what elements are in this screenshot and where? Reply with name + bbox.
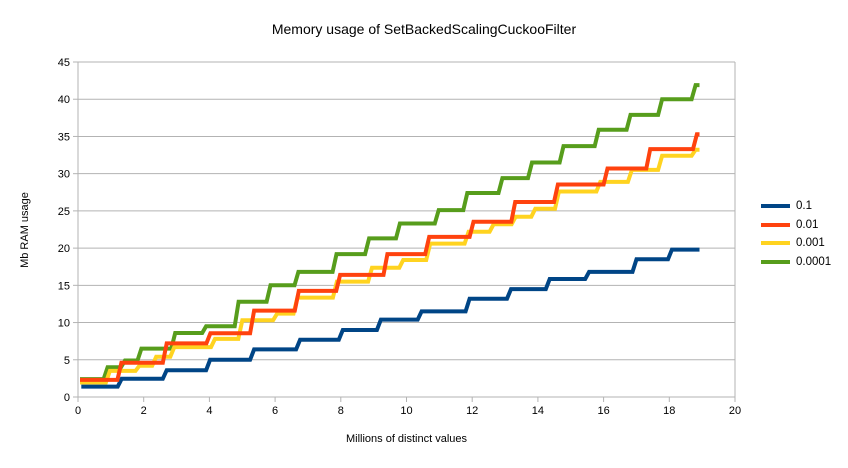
x-tick-label-16: 16: [597, 405, 609, 417]
x-tick-label-20: 20: [729, 405, 741, 417]
x-tick-label-0: 0: [75, 405, 81, 417]
x-axis-title: Millions of distinct values: [345, 433, 468, 445]
series-line-0.001: [80, 147, 700, 385]
legend-line-swatch: [761, 222, 790, 227]
chart-title: Memory usage of SetBackedScalingCuckooFi…: [271, 21, 577, 37]
legend-item-0.0001: 0.0001: [761, 253, 831, 272]
x-tick-label-12: 12: [466, 405, 478, 417]
legend-item-0.1: 0.1: [761, 197, 831, 216]
y-tick-label-40: 40: [58, 94, 70, 106]
legend-label: 0.1: [796, 200, 812, 213]
series-line-0.0001: [80, 83, 700, 382]
y-tick-label-45: 45: [58, 57, 70, 69]
legend-item-0.01: 0.01: [761, 216, 831, 235]
legend: 0.1 0.01 0.001 0.0001: [761, 197, 831, 271]
legend-line-swatch: [761, 241, 790, 246]
series-line-0.01: [80, 132, 700, 382]
y-tick-label-0: 0: [64, 392, 70, 404]
series-line-0.1: [81, 247, 700, 389]
x-tick-label-2: 2: [141, 405, 147, 417]
legend-item-0.001: 0.001: [761, 234, 831, 253]
y-tick-label-20: 20: [58, 243, 70, 255]
y-tick-label-30: 30: [58, 169, 70, 181]
x-tick-label-6: 6: [272, 405, 278, 417]
x-tick-label-4: 4: [206, 405, 212, 417]
y-tick-label-15: 15: [58, 280, 70, 292]
legend-label: 0.001: [796, 237, 825, 250]
legend-line-swatch: [761, 204, 790, 209]
y-tick-label-25: 25: [58, 206, 70, 218]
y-tick-label-10: 10: [58, 318, 70, 330]
x-tick-label-18: 18: [663, 405, 675, 417]
x-tick-label-14: 14: [532, 405, 544, 417]
legend-line-swatch: [761, 259, 790, 264]
x-tick-label-8: 8: [338, 405, 344, 417]
legend-label: 0.01: [796, 218, 819, 231]
y-tick-label-5: 5: [64, 355, 70, 367]
y-tick-label-35: 35: [58, 131, 70, 143]
x-tick-label-10: 10: [400, 405, 412, 417]
legend-label: 0.0001: [796, 255, 832, 268]
